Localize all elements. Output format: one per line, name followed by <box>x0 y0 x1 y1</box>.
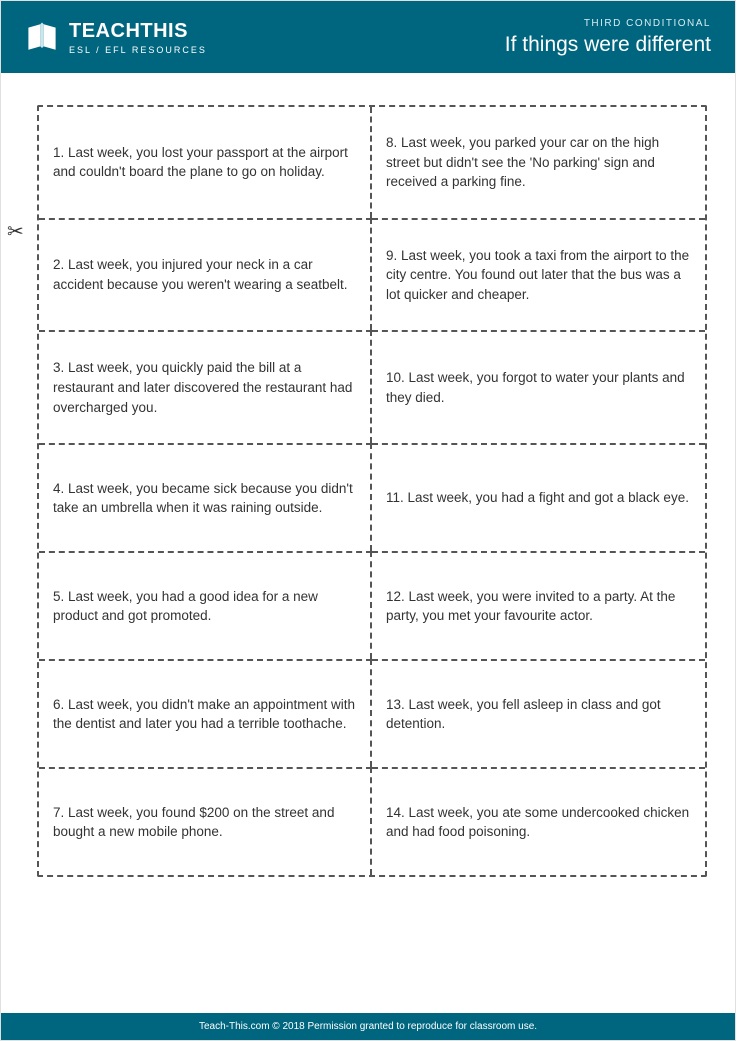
card-text: 14. Last week, you ate some undercooked … <box>386 803 691 842</box>
content-area: ✂ 1. Last week, you lost your passport a… <box>1 73 735 897</box>
card-text: 11. Last week, you had a fight and got a… <box>386 488 689 508</box>
scissors-icon: ✂ <box>7 219 24 244</box>
card-cell: 3. Last week, you quickly paid the bill … <box>39 330 372 443</box>
category-label: THIRD CONDITIONAL <box>505 18 711 29</box>
book-icon <box>25 22 59 52</box>
card-text: 13. Last week, you fell asleep in class … <box>386 695 691 734</box>
card-cell: 14. Last week, you ate some undercooked … <box>372 767 705 875</box>
card-cell: 7. Last week, you found $200 on the stre… <box>39 767 372 875</box>
card-cell: 1. Last week, you lost your passport at … <box>39 107 372 218</box>
card-text: 5. Last week, you had a good idea for a … <box>53 587 356 626</box>
card-text: 9. Last week, you took a taxi from the a… <box>386 246 691 305</box>
brand-name: TEACHTHIS <box>69 20 207 43</box>
page-header: TEACHTHIS ESL / EFL RESOURCES THIRD COND… <box>1 1 735 73</box>
card-text: 8. Last week, you parked your car on the… <box>386 133 691 192</box>
logo-block: TEACHTHIS ESL / EFL RESOURCES <box>25 20 207 55</box>
card-text: 2. Last week, you injured your neck in a… <box>53 255 356 294</box>
card-text: 1. Last week, you lost your passport at … <box>53 143 356 182</box>
card-cell: 8. Last week, you parked your car on the… <box>372 107 705 218</box>
card-grid: 1. Last week, you lost your passport at … <box>37 105 707 877</box>
logo-text: TEACHTHIS ESL / EFL RESOURCES <box>69 20 207 55</box>
card-cell: 4. Last week, you became sick because yo… <box>39 443 372 551</box>
brand-subtitle: ESL / EFL RESOURCES <box>69 45 207 55</box>
card-cell: 5. Last week, you had a good idea for a … <box>39 551 372 659</box>
card-cell: 10. Last week, you forgot to water your … <box>372 330 705 443</box>
footer-text: Teach-This.com © 2018 Permission granted… <box>199 1021 537 1032</box>
card-cell: 2. Last week, you injured your neck in a… <box>39 218 372 331</box>
card-text: 7. Last week, you found $200 on the stre… <box>53 803 356 842</box>
title-block: THIRD CONDITIONAL If things were differe… <box>505 18 711 57</box>
worksheet-title: If things were different <box>505 33 711 57</box>
card-text: 6. Last week, you didn't make an appoint… <box>53 695 356 734</box>
card-text: 12. Last week, you were invited to a par… <box>386 587 691 626</box>
card-text: 3. Last week, you quickly paid the bill … <box>53 358 356 417</box>
worksheet-page: TEACHTHIS ESL / EFL RESOURCES THIRD COND… <box>0 0 736 1041</box>
card-text: 4. Last week, you became sick because yo… <box>53 479 356 518</box>
card-cell: 6. Last week, you didn't make an appoint… <box>39 659 372 767</box>
page-footer: Teach-This.com © 2018 Permission granted… <box>1 1013 735 1040</box>
card-text: 10. Last week, you forgot to water your … <box>386 368 691 407</box>
card-cell: 9. Last week, you took a taxi from the a… <box>372 218 705 331</box>
card-cell: 11. Last week, you had a fight and got a… <box>372 443 705 551</box>
card-cell: 13. Last week, you fell asleep in class … <box>372 659 705 767</box>
card-cell: 12. Last week, you were invited to a par… <box>372 551 705 659</box>
